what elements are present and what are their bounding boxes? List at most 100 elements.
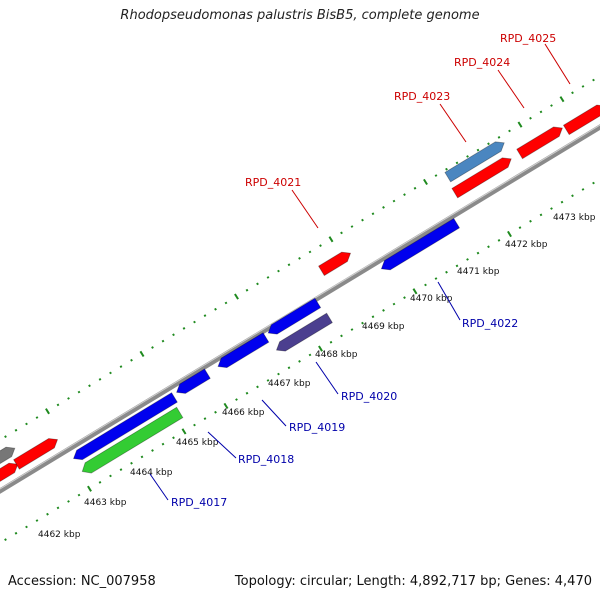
minor-tick	[256, 282, 259, 286]
leader-rpd-4023	[439, 103, 467, 143]
minor-tick	[245, 391, 249, 395]
gene-red-edge[interactable]	[0, 460, 21, 486]
minor-tick	[392, 199, 396, 203]
minor-tick	[109, 474, 112, 478]
minor-tick	[592, 78, 595, 82]
minor-tick	[571, 194, 574, 198]
minor-tick	[140, 455, 144, 459]
footer-stats: Topology: circular; Length: 4,892,717 bp…	[234, 574, 592, 589]
gene-red-left[interactable]	[13, 435, 61, 470]
minor-tick	[130, 461, 133, 465]
gene-rpd-4017[interactable]	[79, 406, 184, 476]
gene-label-rpd-4025: RPD_4025	[500, 32, 556, 45]
minor-tick	[487, 245, 490, 249]
minor-tick	[455, 161, 459, 165]
minor-tick	[466, 258, 469, 261]
minor-tick	[455, 264, 459, 268]
minor-tick	[77, 390, 81, 394]
minor-tick	[434, 277, 438, 280]
minor-tick	[476, 148, 480, 152]
minor-tick	[329, 340, 333, 344]
minor-tick	[4, 538, 7, 542]
minor-tick	[214, 307, 217, 311]
minor-tick	[193, 320, 196, 324]
gene-gray-partial[interactable]	[0, 444, 18, 470]
gene-rpd-4024[interactable]	[516, 123, 565, 160]
minor-tick	[119, 365, 123, 369]
minor-tick	[487, 142, 490, 146]
minor-tick	[445, 270, 448, 274]
gene-label-rpd-4022: RPD_4022	[462, 317, 518, 330]
gene-rpd-4018[interactable]	[174, 368, 211, 397]
gene-label-rpd-4018: RPD_4018	[238, 453, 294, 466]
major-tick	[412, 288, 418, 295]
minor-tick	[308, 353, 312, 357]
gene-rpd-4020[interactable]	[274, 312, 333, 355]
gene-label-rpd-4021: RPD_4021	[245, 176, 301, 189]
minor-tick	[235, 398, 238, 401]
gene-blue-long[interactable]	[71, 392, 178, 464]
tick-label-4466: 4466 kbp	[222, 408, 265, 418]
minor-tick	[518, 226, 522, 230]
minor-tick	[14, 428, 18, 432]
major-tick	[318, 345, 323, 352]
gene-rpd-4021[interactable]	[318, 248, 354, 277]
tick-label-4467: 4467 kbp	[268, 379, 311, 389]
minor-tick	[256, 385, 259, 389]
minor-tick	[172, 436, 175, 440]
minor-tick	[161, 442, 165, 446]
minor-tick	[25, 422, 28, 426]
minor-tick	[350, 225, 354, 228]
minor-tick	[382, 206, 385, 209]
leader-rpd-4021	[291, 189, 319, 229]
minor-tick	[560, 200, 564, 204]
minor-tick	[203, 314, 207, 318]
major-tick	[517, 121, 523, 128]
minor-tick	[67, 397, 70, 400]
gene-rpd-4019b[interactable]	[265, 297, 322, 337]
gene-rpd-4022[interactable]	[379, 217, 461, 273]
minor-tick	[88, 384, 91, 388]
tick-label-4472: 4472 kbp	[505, 240, 548, 250]
minor-tick	[193, 423, 196, 427]
minor-tick	[25, 525, 28, 529]
genome-backbone-highlight	[0, 124, 600, 490]
minor-tick	[277, 372, 280, 376]
minor-tick	[245, 288, 249, 292]
minor-tick	[497, 135, 501, 139]
gene-rpd-4023-rna[interactable]	[444, 138, 507, 183]
minor-tick	[581, 85, 585, 88]
minor-tick	[35, 416, 39, 419]
minor-tick	[130, 358, 133, 362]
minor-tick	[14, 531, 18, 535]
minor-tick	[508, 129, 511, 133]
major-tick	[45, 408, 50, 415]
minor-tick	[319, 244, 322, 248]
minor-tick	[98, 377, 102, 381]
minor-tick	[109, 371, 112, 375]
major-tick	[234, 293, 239, 300]
gene-rpd-4019[interactable]	[215, 332, 270, 371]
tick-label-4470: 4470 kbp	[410, 294, 453, 304]
leader-rpd-4024	[497, 69, 525, 109]
gene-label-rpd-4017: RPD_4017	[171, 496, 227, 509]
minor-tick	[529, 219, 532, 223]
gene-rpd-4023[interactable]	[451, 154, 514, 199]
gene-label-rpd-4019: RPD_4019	[289, 421, 345, 434]
major-tick	[559, 96, 565, 103]
minor-tick	[592, 181, 595, 185]
minor-tick	[413, 186, 417, 190]
minor-tick	[4, 435, 7, 439]
leader-rpd-4018	[207, 431, 237, 459]
minor-tick	[529, 116, 532, 120]
tick-label-4469: 4469 kbp	[362, 322, 405, 332]
minor-tick	[46, 512, 49, 516]
minor-tick	[539, 110, 543, 114]
minor-tick	[119, 468, 123, 472]
gene-rpd-4025[interactable]	[562, 101, 600, 136]
minor-tick	[77, 493, 81, 497]
minor-tick	[35, 519, 39, 522]
major-tick	[328, 236, 334, 243]
major-tick	[423, 178, 428, 186]
